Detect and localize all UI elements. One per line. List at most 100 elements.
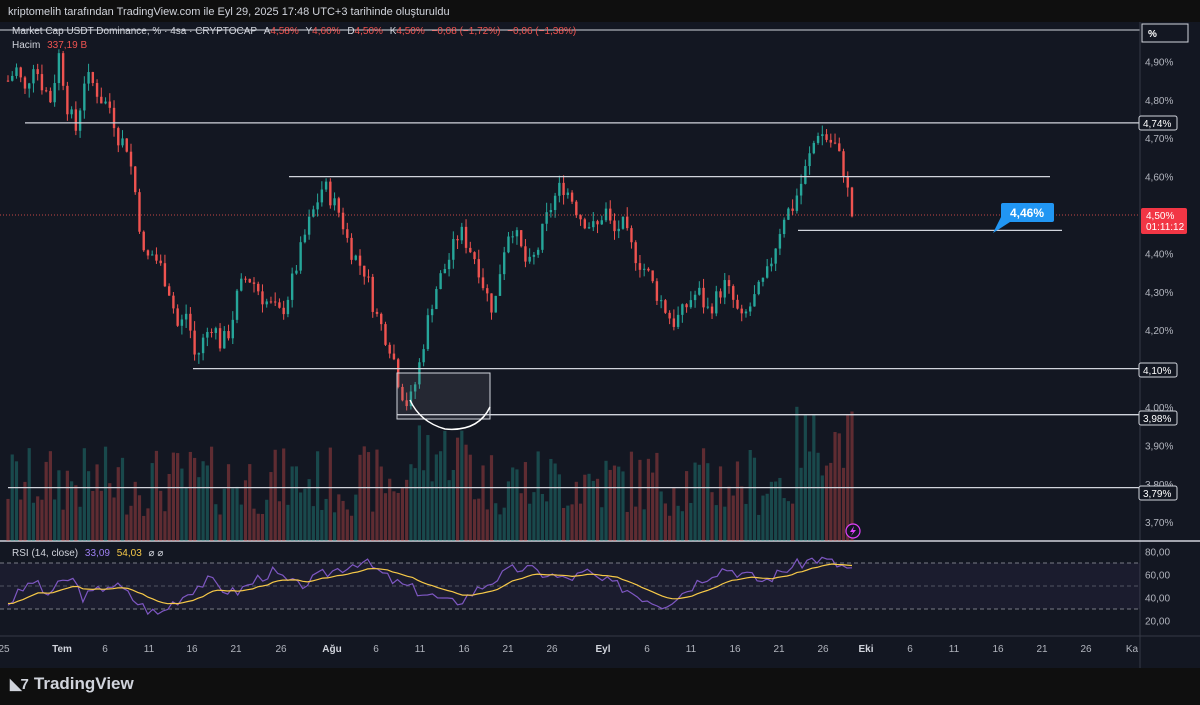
volume-bar — [243, 480, 248, 541]
candle-body — [570, 192, 574, 202]
candle-body — [511, 236, 514, 238]
candle-body — [125, 138, 128, 152]
chart-frame[interactable]: % 4,90% 4,80% 4,70% 4,60% 4,40% 4,30% 4,20% 4,0… — [0, 22, 1200, 668]
time-axis-label: 11 — [949, 644, 960, 655]
volume-bar — [57, 470, 61, 541]
candle-body — [422, 349, 425, 363]
candle-body — [363, 265, 366, 277]
volume-bar — [252, 508, 256, 541]
candle-body — [201, 337, 205, 354]
candle-body — [180, 319, 184, 326]
candle-body — [15, 67, 18, 76]
volume-bar — [354, 494, 358, 541]
candle-body — [761, 277, 765, 282]
volume-bar — [265, 499, 269, 541]
candle-body — [503, 252, 506, 275]
candle-body — [227, 331, 230, 339]
volume-bar — [693, 462, 697, 541]
candle-body — [736, 299, 739, 309]
candle-body — [11, 75, 14, 81]
candle-body — [596, 221, 599, 225]
volume-bar — [680, 511, 684, 541]
candle-body — [689, 300, 693, 308]
candle-body — [541, 223, 544, 250]
candle-body — [286, 299, 290, 315]
volume-bar — [782, 498, 786, 541]
price-axis-label: 4,00% — [1145, 403, 1173, 414]
candle-body — [655, 281, 659, 301]
candle-body — [519, 230, 523, 247]
candle-body — [804, 166, 807, 184]
candle-body — [566, 192, 570, 196]
legend-row: Market Cap USDT Dominance, % · 4sa · CRY… — [12, 26, 576, 37]
candle-body — [715, 291, 718, 314]
candle-body — [299, 242, 302, 271]
price-axis-label: 3,90% — [1145, 441, 1173, 452]
price-axis-label: 3,70% — [1145, 518, 1173, 529]
volume-bar — [820, 475, 824, 541]
candle-body — [371, 276, 374, 312]
volume-bar — [714, 505, 718, 541]
price-chart[interactable]: % 4,90% 4,80% 4,70% 4,60% 4,40% 4,30% 4,20% 4,0… — [0, 22, 1200, 668]
candle-body — [630, 228, 633, 243]
volume-bar — [31, 502, 36, 541]
volume-bar — [723, 506, 727, 541]
high-value: 4,60% — [312, 26, 341, 37]
candle-body — [710, 306, 714, 314]
rsi-symbols: ⌀ ⌀ — [148, 548, 164, 559]
volume-bar — [566, 505, 570, 541]
candle-body — [210, 331, 213, 333]
volume-bar — [341, 500, 345, 541]
candle-body — [799, 183, 803, 196]
volume-bar — [78, 506, 82, 541]
level-label: 3,79% — [1143, 489, 1171, 500]
candle-body — [464, 226, 468, 248]
volume-bar — [260, 513, 265, 541]
candle-body — [528, 256, 531, 262]
candle-body — [53, 83, 56, 103]
rsi-axis: 80,00 60,00 40,00 20,00 — [1145, 548, 1170, 628]
volume-bar — [511, 467, 515, 541]
volume-bar — [197, 477, 201, 541]
volume-bar — [19, 499, 23, 541]
time-axis-label: 6 — [907, 644, 913, 655]
time-axis-label: Eki — [858, 644, 873, 655]
candle-body — [549, 210, 553, 213]
volume-bar — [740, 486, 744, 541]
volume-bar — [443, 430, 447, 541]
lightning-icon[interactable] — [845, 523, 861, 539]
price-callout[interactable]: 4,46% — [993, 203, 1054, 233]
time-axis-label: Eyl — [595, 644, 610, 655]
candle-body — [341, 212, 345, 230]
candle-body — [795, 195, 799, 211]
candle-body — [95, 83, 99, 97]
candle-body — [240, 278, 243, 291]
volume-bar — [803, 414, 807, 541]
volume-bar — [167, 473, 171, 541]
candle-body — [231, 319, 234, 339]
volume-bar — [447, 480, 451, 541]
rsi-axis-label: 80,00 — [1145, 548, 1170, 559]
volume-bar — [549, 458, 553, 541]
price-axis: 4,90% 4,80% 4,70% 4,60% 4,40% 4,30% 4,20% 4,00%… — [1145, 57, 1173, 529]
price-axis-label: 4,90% — [1145, 57, 1173, 68]
current-price: 4,50% — [1146, 211, 1174, 222]
candle-body — [78, 110, 82, 131]
volume-bar — [269, 472, 273, 541]
price-axis-label: 4,20% — [1145, 326, 1173, 337]
rsi-value: 33,09 — [84, 548, 110, 559]
volume-bar — [494, 503, 498, 541]
volume-bar — [214, 504, 218, 541]
candle-body — [329, 181, 332, 206]
candle-body — [778, 234, 782, 249]
volume-bar — [74, 485, 78, 541]
volume-bar — [154, 450, 159, 541]
volume-bar — [816, 452, 820, 541]
candle-body — [36, 69, 39, 75]
tradingview-logo[interactable]: ◣7 TradingView — [10, 674, 134, 694]
candle-body — [100, 96, 103, 104]
candle-body — [469, 247, 472, 253]
time-axis-label: 21 — [1036, 644, 1048, 655]
candle-body — [214, 328, 218, 333]
volume-bar — [413, 468, 417, 541]
